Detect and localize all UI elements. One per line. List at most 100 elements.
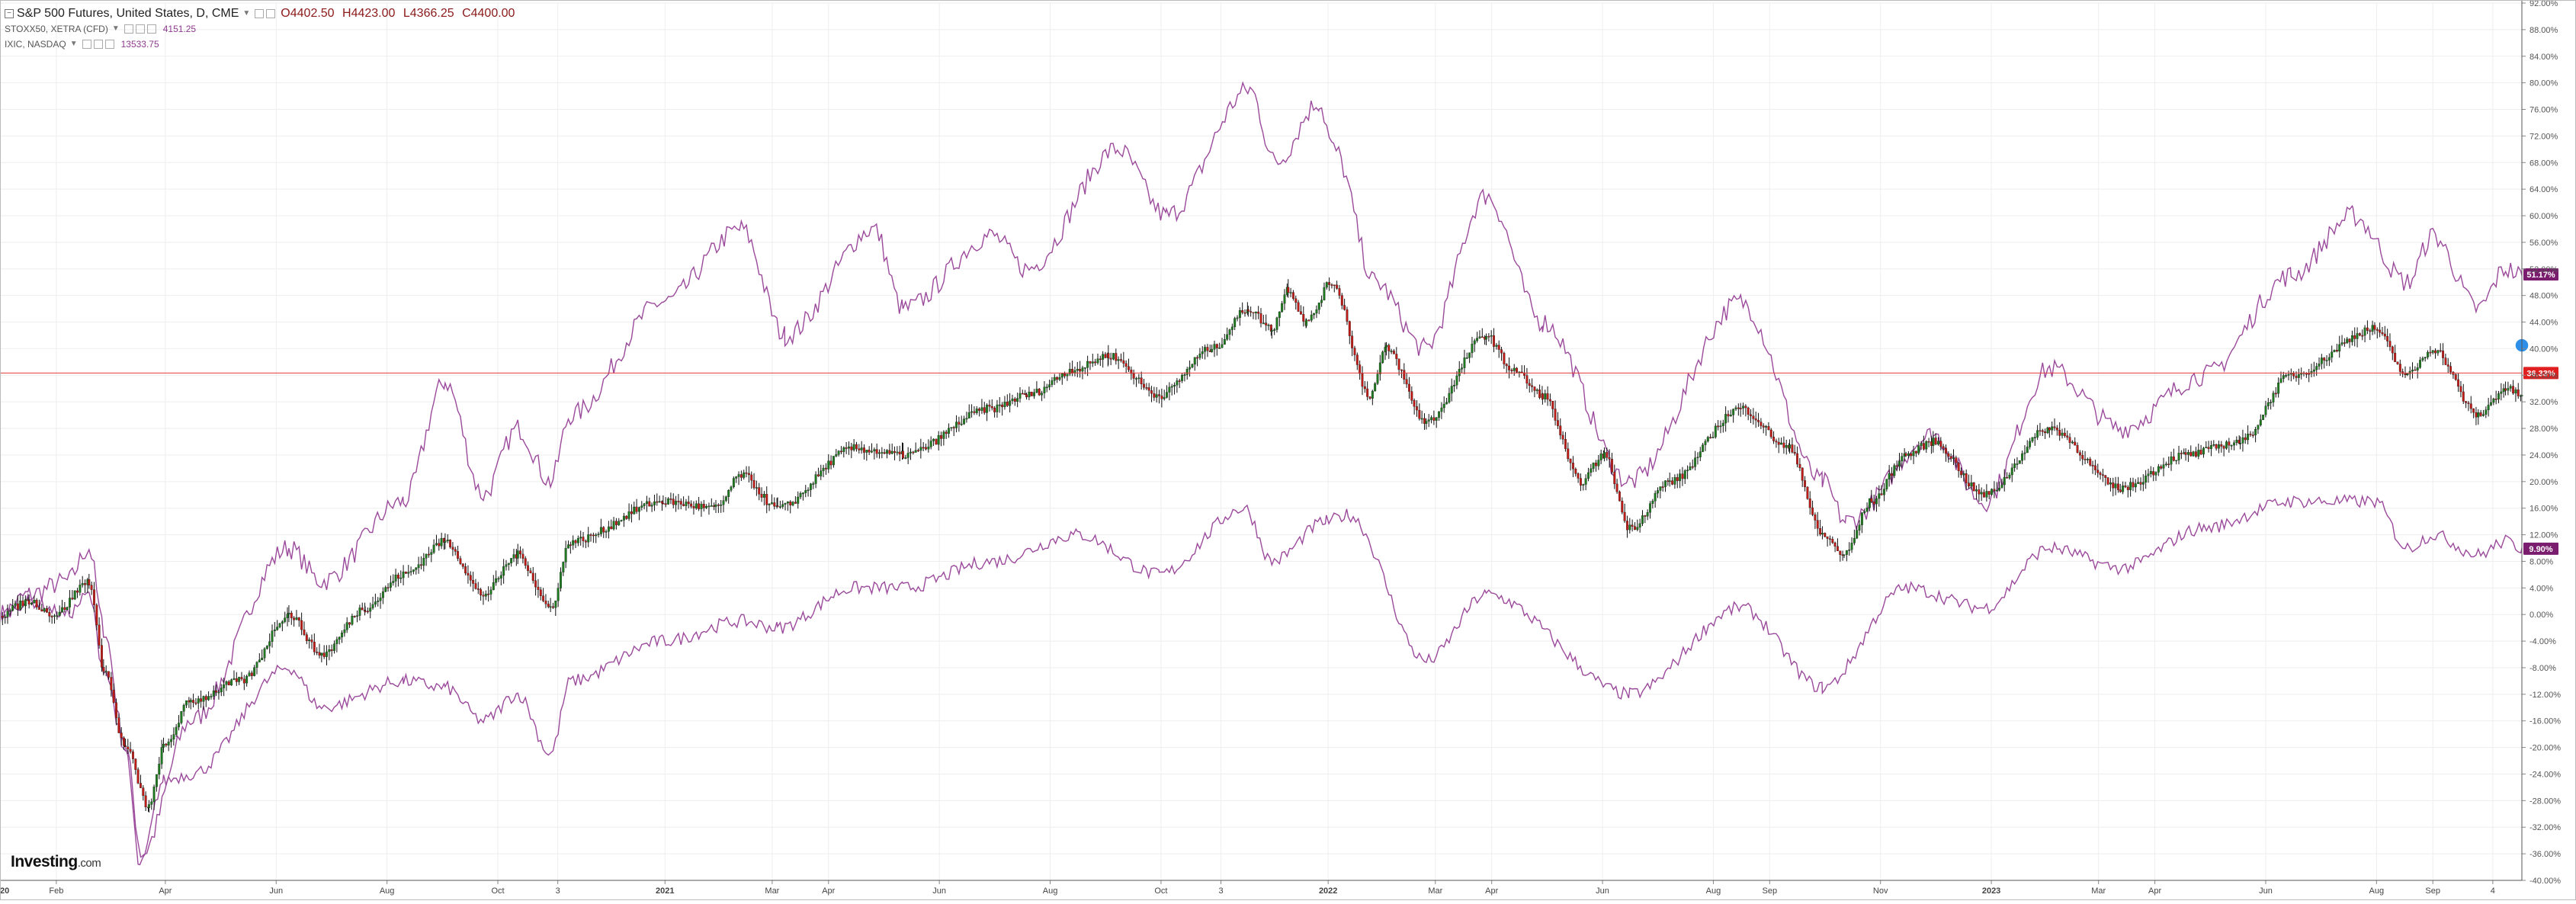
candle-up: [147, 804, 150, 808]
candle-down: [1006, 402, 1009, 406]
candle-up: [1952, 457, 1955, 459]
candle-up: [842, 447, 845, 452]
candle-up: [172, 734, 175, 740]
candle-up: [2021, 453, 2024, 461]
candle-down: [1416, 406, 1418, 411]
candle-down: [922, 447, 925, 449]
candle-up: [1283, 294, 1286, 304]
candle-down: [1611, 459, 1613, 473]
candle-down: [1531, 385, 1534, 387]
candle-down: [1307, 319, 1310, 322]
candle-up: [2318, 364, 2321, 367]
hide-square-icon[interactable]: [135, 24, 145, 34]
candle-up: [399, 577, 403, 579]
candle-up: [1320, 300, 1323, 303]
y-tick-label: -28.00%: [2529, 797, 2561, 806]
candle-up: [906, 453, 909, 458]
candle-up: [1048, 384, 1051, 387]
candle-down: [1837, 546, 1839, 551]
candle-down: [1343, 305, 1346, 310]
candle-down: [48, 612, 51, 617]
settings-square-icon[interactable]: [124, 24, 133, 34]
chevron-down-icon[interactable]: ▼: [242, 9, 251, 18]
x-tick-label: 2020: [0, 886, 9, 896]
high-value: H4423.00: [342, 7, 396, 20]
candle-down: [2358, 333, 2361, 336]
candle-up: [19, 601, 22, 610]
candle-up: [2164, 463, 2167, 466]
candle-down: [1717, 425, 1720, 428]
candle-up: [2408, 370, 2411, 374]
candle-up: [1045, 386, 1048, 389]
y-tick-label: 92.00%: [2529, 0, 2558, 8]
candle-down: [1056, 377, 1059, 380]
candle-down: [1983, 492, 1985, 498]
x-tick-label: 2021: [656, 886, 674, 896]
chevron-down-icon[interactable]: ▼: [111, 24, 120, 33]
legend-compare-row-2[interactable]: IXIC, NASDAQ ▼ 13533.75: [5, 37, 519, 52]
candle-up: [2259, 419, 2262, 425]
candle-down: [310, 640, 313, 643]
candle-down: [1548, 399, 1551, 402]
candle-down: [1030, 391, 1033, 396]
candle-up: [554, 601, 557, 608]
candle-up: [807, 489, 810, 492]
candle-down: [1346, 309, 1349, 322]
candle-up: [2170, 456, 2173, 465]
candle-down: [2292, 373, 2295, 377]
candle-up: [730, 486, 733, 491]
candle-down: [1525, 375, 1529, 384]
candle-down: [1910, 453, 1913, 457]
legend-compare-row-1[interactable]: STOXX50, XETRA (CFD) ▼ 4151.25: [5, 21, 519, 37]
legend-main-row[interactable]: − S&P 500 Futures, United States, D, CME…: [5, 6, 519, 21]
candle-up: [835, 454, 838, 457]
candle-up: [1060, 373, 1063, 378]
candle-down: [2220, 444, 2223, 447]
candle-down: [1160, 396, 1163, 399]
candle-up: [2013, 463, 2016, 468]
candle-up: [965, 418, 968, 420]
candle-up: [326, 651, 328, 657]
candle-down: [2472, 408, 2475, 413]
candle-up: [432, 544, 435, 553]
hide-square-icon[interactable]: [93, 40, 103, 49]
collapse-icon[interactable]: −: [5, 9, 14, 18]
candle-down: [1333, 284, 1336, 286]
candle-down: [2391, 346, 2394, 354]
candle-up: [1166, 392, 1168, 398]
candle-down: [1497, 345, 1500, 350]
settings-square-icon[interactable]: [255, 9, 265, 18]
candle-up: [1664, 480, 1667, 487]
candle-up: [1430, 417, 1433, 420]
remove-square-icon[interactable]: [266, 9, 276, 18]
candle-up: [727, 490, 730, 497]
y-tick-label: 16.00%: [2529, 505, 2558, 514]
candle-up: [881, 452, 884, 454]
settings-square-icon[interactable]: [82, 40, 91, 49]
remove-square-icon[interactable]: [104, 40, 114, 49]
remove-square-icon[interactable]: [146, 24, 156, 34]
candle-up: [1679, 473, 1682, 482]
candle-up: [2162, 464, 2165, 469]
chevron-down-icon[interactable]: ▼: [69, 40, 78, 48]
candle-down: [2305, 373, 2308, 375]
candle-down: [459, 558, 462, 564]
candle-up: [417, 564, 420, 569]
candle-up: [1323, 287, 1326, 300]
candle-down: [235, 678, 238, 682]
nasdaq-compare-line: [0, 81, 2523, 858]
candle-down: [875, 449, 878, 454]
candle-down: [917, 450, 919, 452]
candle-up: [784, 502, 787, 505]
x-tick-label: 4: [2491, 886, 2495, 896]
candle-up: [640, 505, 643, 508]
candle-up: [1858, 524, 1861, 531]
candle-down: [1839, 550, 1842, 555]
ohlc-values: O4402.50 H4423.00 L4366.25 C4400.00: [281, 6, 519, 21]
candle-down: [95, 604, 98, 626]
candle-down: [1577, 473, 1580, 479]
candle-up: [170, 739, 172, 742]
candle-up: [1975, 489, 1978, 492]
